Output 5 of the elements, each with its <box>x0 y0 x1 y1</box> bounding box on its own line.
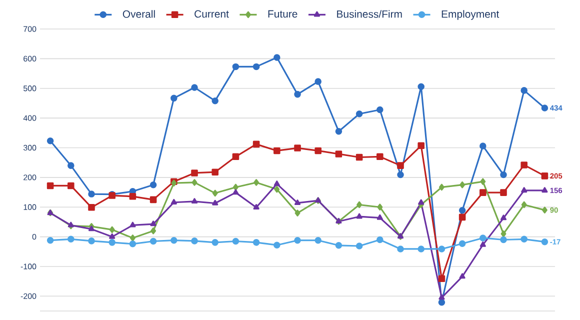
legend-label: Overall <box>122 10 155 18</box>
legend-label: Future <box>268 10 298 18</box>
legend-label: Business/Firm <box>337 10 402 18</box>
legend-label: Employment <box>442 10 500 20</box>
legend-label: Current <box>194 10 229 18</box>
